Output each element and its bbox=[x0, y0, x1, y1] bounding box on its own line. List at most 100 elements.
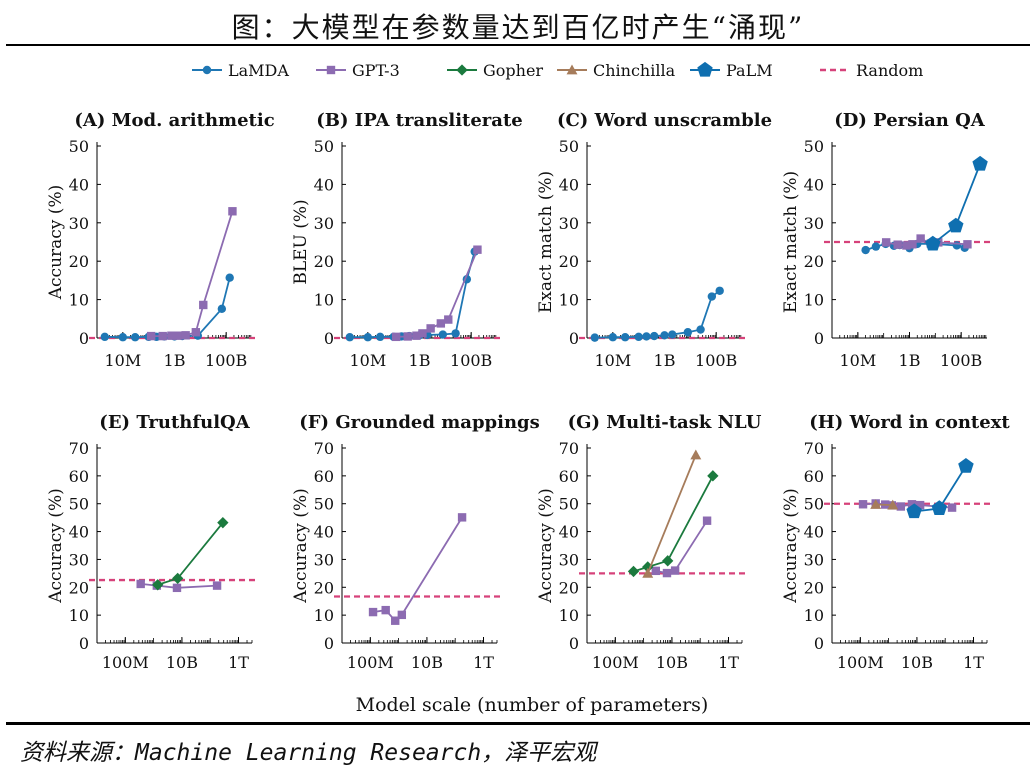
y-tick-label: 70 bbox=[804, 439, 824, 458]
data-point-gpt-3 bbox=[896, 502, 906, 511]
data-point-gpt-3 bbox=[947, 503, 957, 512]
x-tick-label: 1T bbox=[963, 653, 984, 672]
data-point-gpt-3 bbox=[908, 240, 917, 249]
data-point-lamda bbox=[225, 273, 234, 282]
data-point-gpt-3 bbox=[473, 245, 482, 254]
y-tick-label: 0 bbox=[569, 634, 579, 653]
data-point-gpt-3 bbox=[199, 300, 208, 310]
x-tick-label: 100B bbox=[450, 351, 492, 370]
series-line-gpt-3 bbox=[655, 520, 708, 575]
data-point-lamda bbox=[715, 286, 724, 295]
x-tick-label: 100M bbox=[102, 653, 149, 672]
y-tick-label: 0 bbox=[79, 634, 89, 653]
data-point-gpt-3 bbox=[381, 605, 390, 615]
legend-label: Random bbox=[856, 61, 923, 80]
data-point-gpt-3 bbox=[916, 234, 925, 243]
x-tick-label: 10B bbox=[166, 653, 198, 672]
y-tick-label: 0 bbox=[814, 634, 824, 653]
y-tick-label: 30 bbox=[69, 214, 89, 233]
panel-title: (C) Word unscramble bbox=[557, 110, 772, 131]
y-tick-label: 40 bbox=[314, 523, 334, 542]
panel-title: (A) Mod. arithmetic bbox=[74, 110, 274, 131]
data-point-gpt-3 bbox=[963, 240, 972, 249]
x-tick-label: 100M bbox=[592, 653, 639, 672]
y-axis-label: Accuracy (%) bbox=[781, 488, 801, 603]
series-line-lamda bbox=[349, 251, 476, 339]
x-tick-label: 1B bbox=[899, 351, 921, 370]
y-tick-label: 50 bbox=[69, 495, 89, 514]
data-point-lamda bbox=[345, 333, 354, 342]
x-tick-label: 10M bbox=[594, 351, 631, 370]
y-tick-label: 30 bbox=[314, 550, 334, 569]
data-point-lamda bbox=[871, 242, 881, 251]
panel-a: (A) Mod. arithmetic 0 10 20 30 40 50 10M 1B 100B A… bbox=[46, 110, 275, 370]
y-tick-label: 20 bbox=[559, 578, 579, 597]
data-point-lamda bbox=[634, 332, 643, 342]
legend-item-chinchilla: Chinchilla bbox=[557, 61, 676, 80]
legend-marker-gpt-3 bbox=[326, 65, 336, 75]
panel-g: (G) Multi-task NLU 0 10 20 30 40 50 60 70 100M 10B… bbox=[536, 412, 762, 672]
x-tick-label: 100M bbox=[347, 653, 394, 672]
legend-item-palm: PaLM bbox=[690, 61, 773, 80]
data-point-gpt-3 bbox=[403, 332, 412, 341]
y-tick-label: 40 bbox=[804, 523, 824, 542]
data-point-gopher bbox=[152, 579, 164, 591]
y-axis-label: Accuracy (%) bbox=[46, 185, 66, 300]
data-point-gpt-3 bbox=[368, 607, 378, 617]
data-point-gopher bbox=[172, 572, 184, 585]
y-tick-label: 40 bbox=[314, 175, 334, 194]
x-tick-label: 1T bbox=[718, 653, 739, 672]
y-tick-label: 50 bbox=[559, 495, 579, 514]
y-tick-label: 20 bbox=[804, 252, 824, 271]
panel-d: (D) Persian QA 0 10 20 30 40 50 10M 1B 100B Exact … bbox=[781, 110, 993, 370]
y-tick-label: 10 bbox=[314, 606, 334, 625]
y-tick-label: 10 bbox=[69, 606, 89, 625]
series-line-gpt-3 bbox=[372, 516, 463, 622]
x-tick-label: 1T bbox=[228, 653, 249, 672]
y-tick-label: 10 bbox=[69, 291, 89, 310]
data-point-gpt-3 bbox=[391, 616, 400, 625]
y-tick-label: 30 bbox=[314, 214, 334, 233]
data-point-gpt-3 bbox=[146, 331, 156, 341]
y-tick-label: 20 bbox=[314, 578, 334, 597]
data-point-gpt-3 bbox=[902, 241, 911, 250]
data-point-gpt-3 bbox=[172, 583, 182, 593]
y-tick-label: 0 bbox=[814, 329, 824, 348]
panel-title: (F) Grounded mappings bbox=[299, 412, 540, 433]
series-line-lamda bbox=[104, 277, 231, 339]
data-point-lamda bbox=[620, 333, 630, 342]
legend-marker-palm bbox=[697, 61, 713, 77]
data-point-gpt-3 bbox=[228, 207, 237, 216]
chart-panels: (A) Mod. arithmetic 0 10 20 30 40 50 10M 1B 100B A… bbox=[46, 110, 1010, 672]
data-point-palm bbox=[906, 503, 922, 519]
data-point-gpt-3 bbox=[670, 566, 680, 575]
y-tick-label: 70 bbox=[314, 439, 334, 458]
data-point-gpt-3 bbox=[181, 331, 190, 340]
data-point-gpt-3 bbox=[397, 610, 407, 620]
y-tick-label: 30 bbox=[804, 214, 824, 233]
x-tick-label: 1B bbox=[654, 351, 676, 370]
legend-item-random: Random bbox=[820, 61, 923, 80]
y-axis-label: Accuracy (%) bbox=[291, 488, 311, 603]
data-point-gpt-3 bbox=[881, 238, 891, 247]
panel-title: (E) TruthfulQA bbox=[99, 412, 250, 433]
data-point-chinchilla bbox=[690, 449, 702, 460]
y-tick-label: 50 bbox=[314, 495, 334, 514]
data-point-lamda bbox=[100, 332, 109, 342]
x-tick-label: 100M bbox=[837, 653, 884, 672]
data-point-gpt-3 bbox=[412, 331, 421, 340]
x-tick-label: 10M bbox=[104, 351, 141, 370]
shared-x-axis-label: Model scale (number of parameters) bbox=[356, 694, 709, 716]
data-point-gpt-3 bbox=[457, 513, 467, 522]
x-tick-label: 1B bbox=[409, 351, 431, 370]
data-point-lamda bbox=[668, 330, 677, 339]
y-tick-label: 0 bbox=[569, 329, 579, 348]
data-point-gopher bbox=[642, 561, 654, 573]
data-point-gpt-3 bbox=[858, 500, 868, 509]
series-line-gopher bbox=[633, 475, 714, 573]
source-note: 资料来源：Machine Learning Research，泽平宏观 bbox=[20, 740, 597, 766]
data-point-lamda bbox=[590, 333, 599, 342]
data-point-gpt-3 bbox=[651, 566, 661, 576]
y-tick-label: 10 bbox=[314, 291, 334, 310]
data-point-lamda bbox=[363, 333, 373, 342]
